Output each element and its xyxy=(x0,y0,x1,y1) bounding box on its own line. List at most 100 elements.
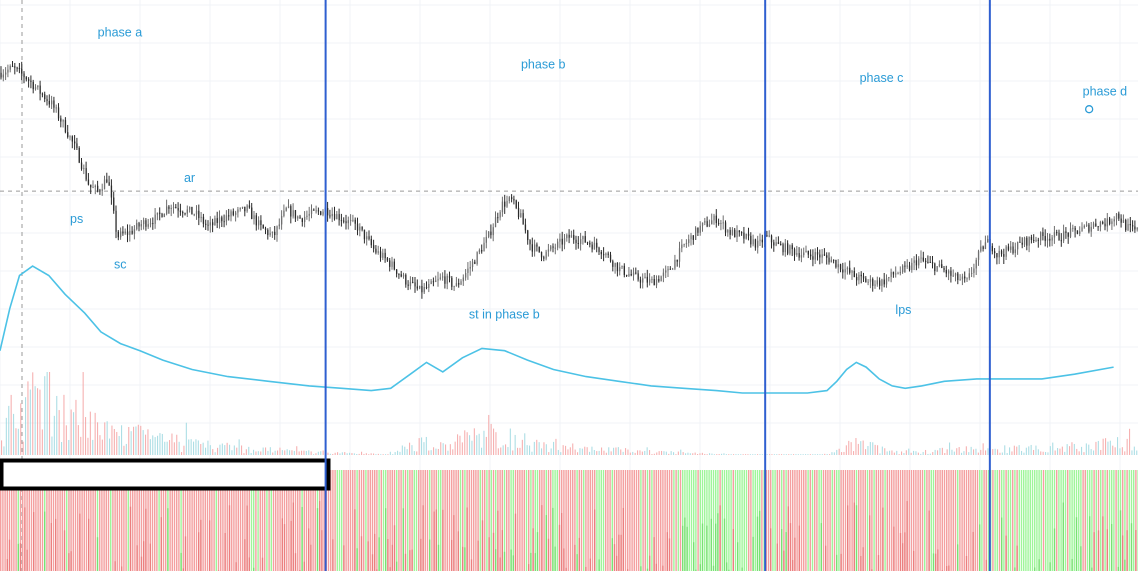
delta-bar-overlay xyxy=(1014,567,1016,571)
delta-bar xyxy=(992,470,994,571)
delta-bar xyxy=(94,470,96,571)
delta-bar-overlay xyxy=(200,519,202,571)
volume-bar xyxy=(104,422,106,455)
candle-body xyxy=(826,255,828,258)
delta-bar xyxy=(0,470,2,571)
delta-bar xyxy=(305,470,308,571)
candle-body xyxy=(405,274,407,285)
candle-body xyxy=(186,209,188,214)
delta-bar xyxy=(332,470,334,571)
delta-bar xyxy=(136,470,138,571)
volume-bar xyxy=(807,454,809,455)
candle-body xyxy=(543,257,545,259)
volume-moving-average-line xyxy=(0,265,1114,394)
delta-bar xyxy=(809,470,811,571)
candle-body xyxy=(531,244,533,252)
candle-body xyxy=(474,261,476,264)
volume-bar xyxy=(10,394,12,455)
delta-bar-overlay xyxy=(787,506,789,571)
candle-body xyxy=(665,270,667,273)
delta-bar-overlay xyxy=(589,558,591,571)
delta-bar-overlay xyxy=(893,526,895,571)
delta-bar xyxy=(231,470,233,571)
candle-body xyxy=(195,210,198,215)
candle-body xyxy=(1134,226,1136,230)
delta-bar xyxy=(147,470,149,571)
delta-bar xyxy=(409,470,411,571)
delta-bar xyxy=(1108,470,1111,571)
delta-bar xyxy=(389,470,391,571)
candle-body xyxy=(908,265,911,270)
volume-bar xyxy=(562,445,564,455)
delta-bar xyxy=(741,470,743,571)
volume-bar xyxy=(255,451,257,455)
volume-bar xyxy=(793,454,795,455)
delta-bar xyxy=(495,470,497,571)
delta-bar xyxy=(528,470,530,571)
candle-body xyxy=(469,266,471,269)
volume-bar xyxy=(543,442,545,455)
candle-body xyxy=(1083,225,1085,228)
volume-bar xyxy=(812,454,814,455)
delta-bar-overlay xyxy=(578,537,580,571)
delta-bar-overlay xyxy=(957,544,959,571)
candle-body xyxy=(626,274,628,276)
delta-bar-overlay xyxy=(160,517,162,571)
delta-bar xyxy=(822,470,825,571)
volume-bar xyxy=(140,425,142,455)
volume-bar xyxy=(387,454,389,455)
candle-body xyxy=(451,277,453,287)
delta-bar xyxy=(600,470,602,571)
delta-bar xyxy=(323,470,325,571)
delta-bar xyxy=(965,470,968,571)
candle-body xyxy=(931,262,934,264)
delta-bar-overlay xyxy=(792,560,794,571)
volume-bar xyxy=(176,434,178,455)
candle-body xyxy=(64,120,67,133)
volume-bar xyxy=(1054,450,1056,455)
volume-bar xyxy=(200,444,202,455)
candle-body xyxy=(428,283,430,288)
delta-bar xyxy=(895,470,897,571)
candle-body xyxy=(741,232,743,234)
delta-bar-overlay xyxy=(706,525,708,571)
candle-body xyxy=(55,107,57,109)
volume-bar xyxy=(87,437,89,455)
delta-bar xyxy=(462,470,464,571)
delta-bar xyxy=(352,470,354,571)
volume-bar xyxy=(579,448,581,455)
delta-bar xyxy=(211,470,213,571)
volume-bar xyxy=(241,445,243,455)
volume-bar xyxy=(437,448,439,455)
delta-bar xyxy=(134,470,136,571)
volume-bar xyxy=(596,451,598,455)
delta-bar xyxy=(13,470,15,571)
delta-bar-overlay xyxy=(321,530,323,571)
delta-bar-overlay xyxy=(404,553,407,571)
delta-bar xyxy=(587,470,589,571)
volume-bar xyxy=(1004,445,1006,455)
delta-bar-overlay xyxy=(728,569,730,571)
volume-bar xyxy=(884,448,886,455)
delta-bar xyxy=(525,470,528,571)
delta-bar xyxy=(946,470,948,571)
delta-bar xyxy=(805,470,807,571)
volume-bar xyxy=(1093,450,1095,455)
candle-body xyxy=(934,263,936,272)
delta-bar xyxy=(138,470,140,571)
volume-bar xyxy=(646,447,648,455)
volume-bar xyxy=(987,448,989,455)
candle-body xyxy=(540,251,543,258)
delta-bar xyxy=(897,470,899,571)
delta-bar-overlay xyxy=(50,523,52,571)
volume-bar xyxy=(368,454,370,455)
candle-body xyxy=(25,77,27,80)
volume-bar xyxy=(1129,428,1131,455)
delta-bar-overlay xyxy=(253,567,255,571)
candle-body xyxy=(731,229,734,235)
candle-body xyxy=(232,211,234,215)
volume-bar xyxy=(680,449,682,455)
volume-bar xyxy=(802,454,804,455)
delta-bar xyxy=(866,470,869,571)
delta-bar xyxy=(875,470,877,571)
